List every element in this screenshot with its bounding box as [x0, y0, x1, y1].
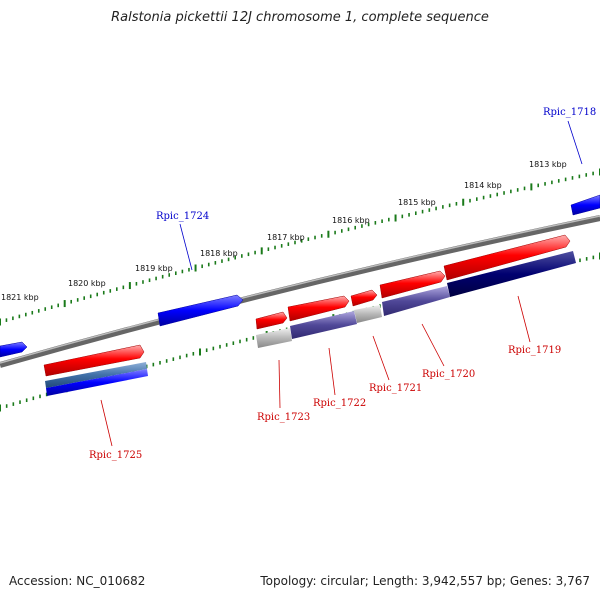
tick-label: 1816 kbp: [332, 216, 370, 225]
gene-label-rpic-1721[interactable]: Rpic_1721: [369, 383, 422, 394]
gene-rpic-1719[interactable]: [443, 234, 571, 281]
gene-label-rpic-1724[interactable]: Rpic_1724: [156, 211, 209, 222]
chromosome-backbone: [0, 215, 600, 368]
outer-tick-ring: [0, 168, 600, 326]
gene-label-rpic-1718[interactable]: Rpic_1718: [543, 107, 596, 118]
feature-bar-1723: [256, 328, 292, 348]
gene-labels: Rpic_1718 Rpic_1724 Rpic_1719 Rpic_1720 …: [89, 107, 596, 461]
gene-label-rpic-1725[interactable]: Rpic_1725: [89, 450, 142, 461]
tick-label: 1813 kbp: [529, 160, 567, 169]
tick-label: 1817 kbp: [267, 233, 305, 242]
tick-labels: 1813 kbp 1814 kbp 1815 kbp 1816 kbp 1817…: [1, 160, 567, 302]
tick-label: 1820 kbp: [68, 279, 106, 288]
gene-rpic-1720[interactable]: [379, 270, 446, 299]
feature-bar-1721: [354, 305, 382, 323]
feature-bar-1719: [447, 251, 576, 297]
gene-rpic-1722[interactable]: [287, 295, 350, 322]
chromosome-backbone-highlight: [0, 215, 600, 364]
gene-rpic-1718[interactable]: [570, 194, 600, 216]
genome-summary: Topology: circular; Length: 3,942,557 bp…: [260, 574, 590, 588]
gene-rpic-1725[interactable]: [43, 344, 145, 377]
tick-label: 1821 kbp: [1, 293, 39, 302]
tick-label: 1819 kbp: [135, 264, 173, 273]
feature-bar-1720: [382, 286, 450, 316]
gene-label-rpic-1720[interactable]: Rpic_1720: [422, 369, 475, 380]
feature-bar-1725-top: [45, 362, 147, 388]
gene-left-edge[interactable]: [0, 341, 28, 358]
gene-label-rpic-1722[interactable]: Rpic_1722: [313, 398, 366, 409]
label-leaders: [100, 120, 583, 447]
tick-label: 1818 kbp: [200, 249, 238, 258]
tick-label: 1814 kbp: [464, 181, 502, 190]
gene-label-rpic-1723[interactable]: Rpic_1723: [257, 412, 310, 423]
feature-bar-1722: [290, 311, 357, 339]
gene-rpic-1724[interactable]: [157, 294, 244, 327]
feature-bar-1725-bottom: [46, 369, 148, 396]
accession-label: Accession: NC_010682: [9, 574, 146, 588]
gene-label-rpic-1719[interactable]: Rpic_1719: [508, 345, 561, 356]
gene-rpic-1721[interactable]: [350, 289, 378, 307]
gene-rpic-1723[interactable]: [255, 311, 288, 330]
map-title: Ralstonia pickettii 12J chromosome 1, co…: [111, 10, 489, 25]
tick-label: 1815 kbp: [398, 198, 436, 207]
